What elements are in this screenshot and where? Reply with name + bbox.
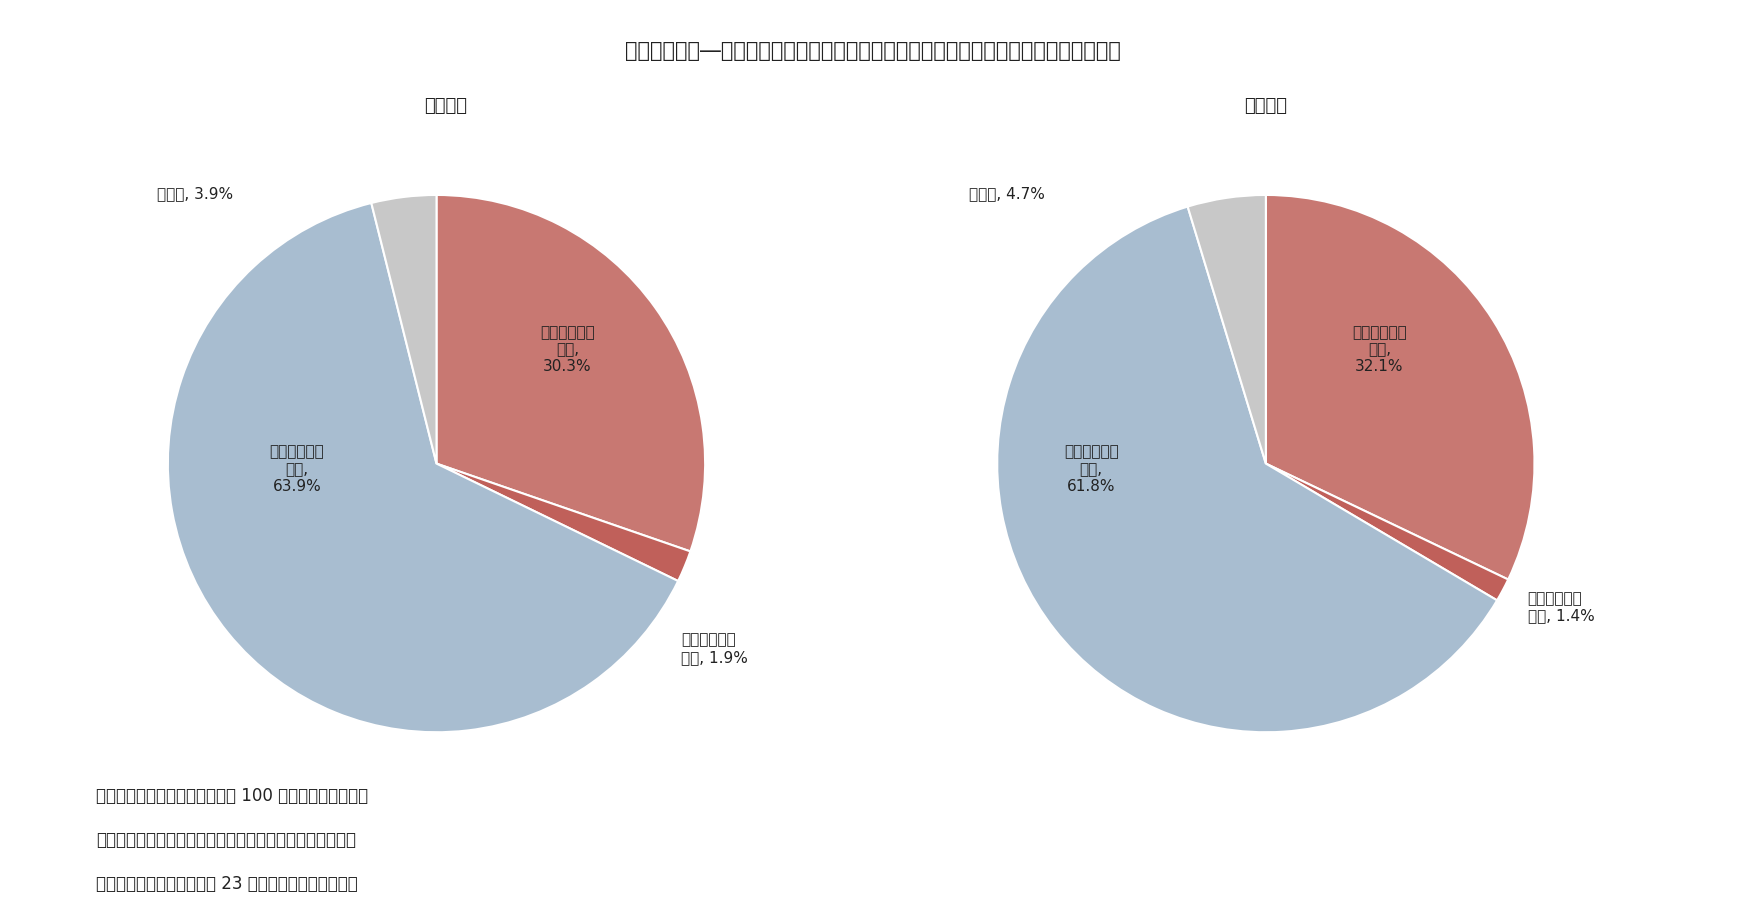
Text: （出所）厚生労働省「平成 23 年受療行動調査の概況」: （出所）厚生労働省「平成 23 年受療行動調査の概況」: [96, 874, 358, 892]
Wedge shape: [372, 196, 436, 464]
Wedge shape: [168, 204, 677, 732]
Text: （注２）岩手県、宮城県及び福島県を除いた数値である。: （注２）岩手県、宮城県及び福島県を除いた数値である。: [96, 830, 356, 848]
Wedge shape: [436, 464, 690, 582]
Text: 受けたことが
ある,
30.3%: 受けたことが ある, 30.3%: [540, 324, 595, 374]
Text: 【外来】: 【外来】: [424, 96, 466, 115]
Wedge shape: [436, 196, 705, 551]
Text: 受ける予定が
ある, 1.9%: 受ける予定が ある, 1.9%: [681, 631, 747, 664]
Text: 受ける予定が
ある, 1.4%: 受ける予定が ある, 1.4%: [1528, 590, 1594, 623]
Wedge shape: [1266, 196, 1535, 580]
Text: 図表１　外来―入院別にみたセカンドオピニオンの経験の有無（必要だと思う者のみ）: 図表１ 外来―入院別にみたセカンドオピニオンの経験の有無（必要だと思う者のみ）: [625, 41, 1121, 62]
Text: 受けたことが
ない,
61.8%: 受けたことが ない, 61.8%: [1063, 444, 1119, 494]
Text: （注１）「必要だと思う」者を 100 とした割合である。: （注１）「必要だと思う」者を 100 とした割合である。: [96, 786, 368, 804]
Text: 受けたことが
ある,
32.1%: 受けたことが ある, 32.1%: [1351, 324, 1407, 374]
Text: 【入院】: 【入院】: [1245, 96, 1287, 115]
Wedge shape: [1266, 464, 1509, 601]
Text: 無回答, 4.7%: 無回答, 4.7%: [969, 186, 1044, 200]
Text: 受けたことが
ない,
63.9%: 受けたことが ない, 63.9%: [269, 444, 325, 494]
Wedge shape: [997, 208, 1496, 732]
Wedge shape: [1187, 196, 1266, 464]
Text: 無回答, 3.9%: 無回答, 3.9%: [157, 186, 234, 200]
